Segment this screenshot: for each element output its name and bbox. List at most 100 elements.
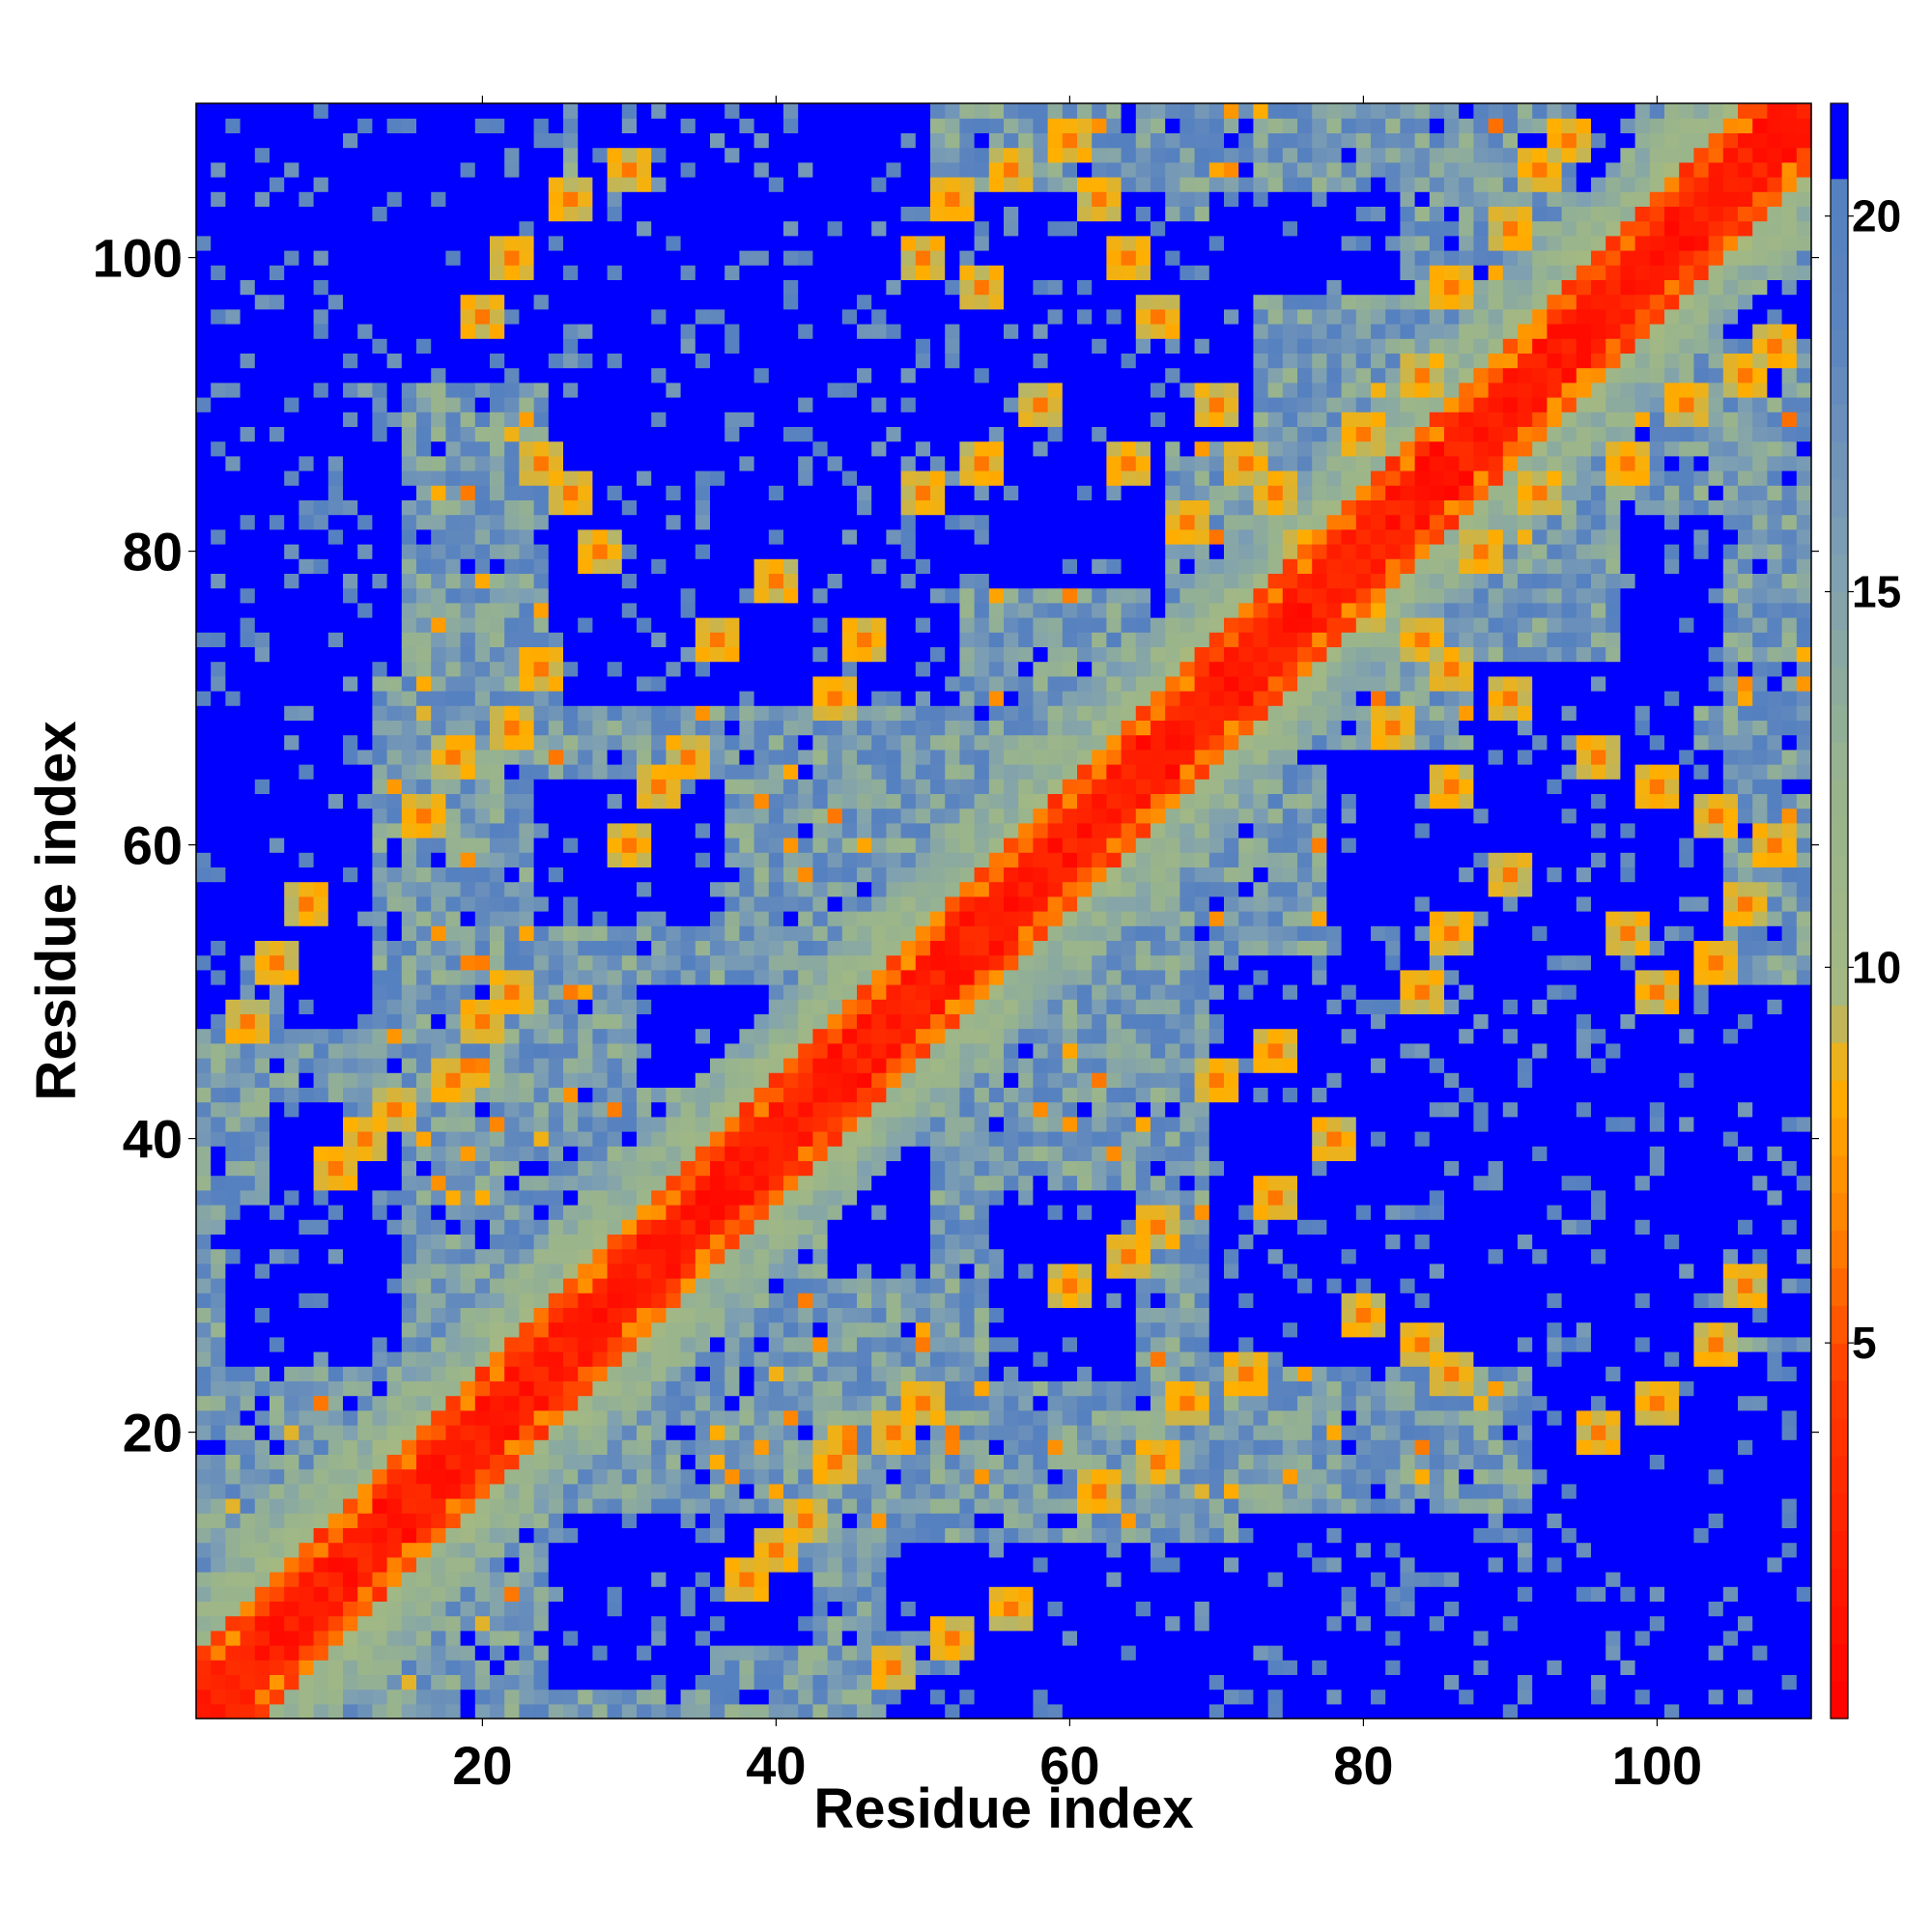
- heatmap-cell: [284, 338, 299, 354]
- heatmap-cell: [240, 1439, 256, 1455]
- heatmap-cell: [298, 925, 315, 941]
- heatmap-cell: [327, 1601, 344, 1617]
- heatmap-cell: [739, 661, 755, 677]
- heatmap-cell: [739, 1645, 755, 1661]
- heatmap-cell: [753, 1645, 770, 1661]
- heatmap-cell: [827, 367, 843, 384]
- heatmap-cell: [563, 764, 579, 780]
- heatmap-cell: [857, 1468, 872, 1485]
- heatmap-cell: [240, 279, 256, 296]
- heatmap-cell: [474, 1013, 491, 1030]
- heatmap-cell: [637, 852, 652, 867]
- heatmap-cell: [357, 1087, 373, 1103]
- heatmap-cell: [621, 1263, 638, 1279]
- heatmap-cell: [313, 984, 329, 1000]
- heatmap-cell: [548, 1013, 564, 1030]
- heatmap-cell: [753, 1660, 770, 1675]
- heatmap-cell: [254, 528, 270, 545]
- heatmap-cell: [240, 838, 256, 853]
- heatmap-cell: [578, 1101, 593, 1118]
- heatmap-cell: [211, 1498, 226, 1514]
- heatmap-cell: [563, 749, 579, 765]
- heatmap-cell: [474, 793, 491, 810]
- heatmap-cell: [372, 514, 388, 530]
- heatmap-cell: [357, 235, 373, 251]
- heatmap-cell: [710, 147, 725, 163]
- heatmap-cell: [313, 793, 329, 810]
- heatmap-cell: [680, 822, 696, 838]
- heatmap-cell: [357, 440, 373, 457]
- heatmap-cell: [548, 1513, 564, 1528]
- heatmap-cell: [254, 1645, 270, 1661]
- heatmap-cell: [343, 1336, 358, 1352]
- heatmap-cell: [284, 984, 299, 1000]
- heatmap-cell: [563, 779, 579, 794]
- heatmap-cell: [621, 1028, 638, 1044]
- heatmap-cell: [578, 265, 593, 280]
- heatmap-cell: [578, 1409, 593, 1426]
- heatmap-cell: [211, 1601, 226, 1617]
- heatmap-cell: [284, 1425, 299, 1440]
- heatmap-cell: [637, 779, 652, 794]
- heatmap-cell: [313, 1601, 329, 1617]
- heatmap-cell: [211, 1645, 226, 1661]
- heatmap-cell: [254, 1409, 270, 1426]
- heatmap-cell: [724, 954, 740, 971]
- heatmap-cell: [254, 720, 270, 736]
- heatmap-cell: [284, 1072, 299, 1088]
- heatmap-cell: [783, 1409, 799, 1426]
- heatmap-cell: [490, 250, 505, 266]
- heatmap-cell: [827, 675, 843, 692]
- heatmap-cell: [607, 1409, 623, 1426]
- heatmap-cell: [798, 279, 813, 296]
- heatmap-cell: [211, 1131, 226, 1147]
- heatmap-cell: [254, 969, 270, 985]
- heatmap-cell: [445, 838, 462, 853]
- heatmap-cell: [445, 822, 462, 838]
- heatmap-cell: [827, 838, 843, 853]
- heatmap-cell: [827, 1248, 843, 1264]
- heatmap-cell: [519, 867, 535, 883]
- heatmap-cell: [607, 1601, 623, 1617]
- heatmap-cell: [211, 984, 226, 1000]
- heatmap-cell: [519, 1146, 535, 1161]
- heatmap-cell: [651, 250, 667, 266]
- heatmap-cell: [637, 602, 652, 618]
- heatmap-cell: [710, 1454, 725, 1470]
- heatmap-cell: [504, 1042, 520, 1059]
- heatmap-cell: [298, 353, 315, 369]
- heatmap-cell: [254, 822, 270, 838]
- heatmap-cell: [607, 324, 623, 339]
- heatmap-cell: [519, 720, 535, 736]
- heatmap-cell: [240, 235, 256, 251]
- heatmap-cell: [710, 1483, 725, 1499]
- heatmap-cell: [533, 1454, 550, 1470]
- heatmap-cell: [298, 573, 315, 589]
- heatmap-cell: [607, 235, 623, 251]
- heatmap-cell: [313, 250, 329, 266]
- heatmap-cell: [548, 1703, 564, 1719]
- heatmap-cell: [343, 587, 358, 604]
- heatmap-cell: [666, 161, 682, 178]
- heatmap-cell: [445, 881, 462, 897]
- heatmap-cell: [768, 1425, 784, 1440]
- heatmap-cell: [474, 1513, 491, 1528]
- heatmap-cell: [357, 514, 373, 530]
- heatmap-cell: [460, 911, 476, 926]
- heatmap-cell: [695, 1205, 711, 1220]
- heatmap-cell: [386, 881, 403, 897]
- heatmap-cell: [651, 1028, 667, 1044]
- heatmap-cell: [460, 779, 476, 794]
- heatmap-cell: [533, 1425, 550, 1440]
- heatmap-cell: [254, 147, 270, 163]
- heatmap-cell: [460, 485, 476, 500]
- heatmap-cell: [651, 265, 667, 280]
- heatmap-cell: [548, 720, 564, 736]
- heatmap-cell: [637, 1660, 652, 1675]
- heatmap-cell: [298, 675, 315, 692]
- heatmap-cell: [812, 191, 829, 207]
- heatmap-cell: [196, 161, 212, 178]
- heatmap-cell: [240, 1087, 256, 1103]
- heatmap-cell: [270, 1468, 285, 1485]
- heatmap-cell: [372, 118, 388, 133]
